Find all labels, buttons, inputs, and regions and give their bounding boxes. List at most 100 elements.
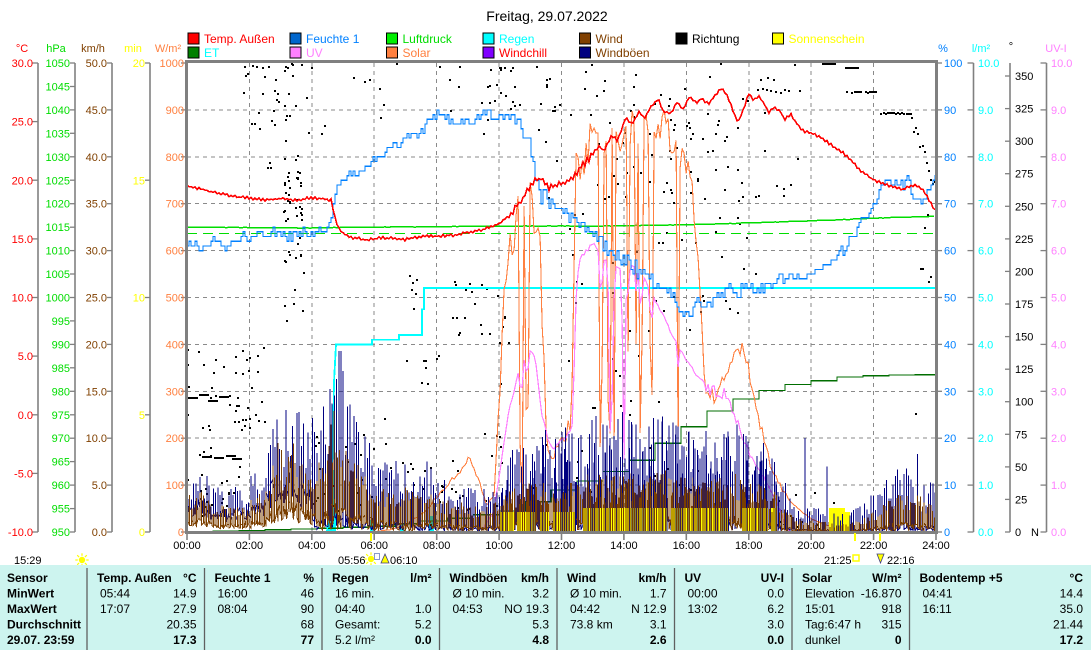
svg-text:17.2: 17.2 — [1060, 633, 1084, 647]
svg-text:6.0: 6.0 — [1051, 246, 1066, 258]
svg-text:35.0: 35.0 — [86, 199, 107, 211]
svg-text:1025: 1025 — [46, 175, 70, 187]
svg-text:955: 955 — [52, 504, 70, 516]
svg-text:Solar: Solar — [403, 46, 431, 60]
svg-text:02:00: 02:00 — [236, 540, 264, 552]
svg-text:918: 918 — [881, 602, 901, 616]
svg-text:0.0: 0.0 — [18, 410, 33, 422]
svg-text:5.0: 5.0 — [1051, 293, 1066, 305]
svg-text:0.0: 0.0 — [1051, 527, 1066, 539]
svg-text:04:40: 04:40 — [335, 602, 365, 616]
svg-text:Regen: Regen — [332, 571, 369, 585]
svg-text:00:00: 00:00 — [173, 540, 201, 552]
svg-text:06:00: 06:00 — [360, 540, 388, 552]
svg-text:Gesamt:: Gesamt: — [335, 618, 380, 632]
svg-text:1.0: 1.0 — [1051, 480, 1066, 492]
svg-text:Luftdruck: Luftdruck — [403, 32, 453, 46]
svg-text:9.0: 9.0 — [1051, 105, 1066, 117]
svg-text:90: 90 — [301, 602, 315, 616]
svg-text:0: 0 — [1015, 527, 1021, 539]
svg-text:UV-I: UV-I — [1045, 43, 1066, 55]
svg-text:25.0: 25.0 — [12, 117, 33, 129]
svg-text:05:44: 05:44 — [100, 587, 130, 601]
svg-text:200: 200 — [1015, 266, 1033, 278]
svg-text:hPa: hPa — [46, 43, 66, 55]
svg-text:10.0: 10.0 — [86, 433, 107, 445]
svg-text:0.0: 0.0 — [767, 633, 784, 647]
svg-text:3.0: 3.0 — [767, 618, 784, 632]
svg-text:3.2: 3.2 — [532, 587, 549, 601]
svg-text:°C: °C — [183, 571, 197, 585]
svg-text:30.0: 30.0 — [86, 246, 107, 258]
svg-text:980: 980 — [52, 386, 70, 398]
svg-text:UV-I: UV-I — [761, 571, 784, 585]
svg-text:21:25: 21:25 — [824, 555, 852, 567]
svg-text:73.8 km: 73.8 km — [570, 618, 613, 632]
svg-text:16:00: 16:00 — [218, 587, 248, 601]
svg-text:24:00: 24:00 — [922, 540, 950, 552]
svg-text:Temp. Außen: Temp. Außen — [97, 571, 172, 585]
svg-text:46: 46 — [301, 587, 315, 601]
svg-text:5.3: 5.3 — [532, 618, 549, 632]
svg-text:5.2 l/m²: 5.2 l/m² — [335, 633, 375, 647]
svg-text:20:00: 20:00 — [797, 540, 825, 552]
svg-text:6.0: 6.0 — [978, 246, 993, 258]
svg-text:900: 900 — [166, 105, 184, 117]
svg-text:7.0: 7.0 — [978, 199, 993, 211]
svg-text:22:16: 22:16 — [887, 555, 915, 567]
svg-text:05:56: 05:56 — [338, 555, 366, 567]
svg-text:Wind: Wind — [567, 571, 596, 585]
svg-text:Solar: Solar — [802, 571, 832, 585]
svg-text:10: 10 — [133, 293, 145, 305]
svg-text:l/m²: l/m² — [972, 43, 991, 55]
svg-text:22:00: 22:00 — [860, 540, 888, 552]
svg-text:150: 150 — [1015, 332, 1033, 344]
svg-text:18:00: 18:00 — [735, 540, 763, 552]
svg-text:0: 0 — [895, 633, 902, 647]
svg-text:315: 315 — [881, 618, 901, 632]
svg-text:30.0: 30.0 — [12, 58, 33, 70]
svg-text:27.9: 27.9 — [173, 602, 197, 616]
svg-text:-5.0: -5.0 — [14, 468, 33, 480]
svg-text:3.0: 3.0 — [978, 386, 993, 398]
svg-text:500: 500 — [166, 293, 184, 305]
svg-text:4.0: 4.0 — [978, 339, 993, 351]
svg-text:1.0: 1.0 — [415, 602, 432, 616]
svg-text:5.0: 5.0 — [92, 480, 107, 492]
svg-text:15:29: 15:29 — [14, 555, 42, 567]
svg-text:275: 275 — [1015, 169, 1033, 181]
svg-text:1000: 1000 — [160, 58, 184, 70]
svg-text:3.0: 3.0 — [1051, 386, 1066, 398]
svg-text:5.2: 5.2 — [415, 618, 432, 632]
svg-text:1020: 1020 — [46, 199, 70, 211]
svg-text:0.0: 0.0 — [767, 587, 784, 601]
svg-text:MaxWert: MaxWert — [7, 602, 57, 616]
svg-text:1.0: 1.0 — [978, 480, 993, 492]
svg-text:1040: 1040 — [46, 105, 70, 117]
svg-text:400: 400 — [166, 339, 184, 351]
svg-text:10.0: 10.0 — [1051, 58, 1072, 70]
svg-text:N 12.9: N 12.9 — [631, 602, 667, 616]
svg-text:1015: 1015 — [46, 222, 70, 234]
svg-text:970: 970 — [52, 433, 70, 445]
svg-text:Feuchte 1: Feuchte 1 — [215, 571, 271, 585]
svg-text:MinWert: MinWert — [7, 587, 54, 601]
svg-text:km/h: km/h — [521, 571, 549, 585]
svg-text:600: 600 — [166, 246, 184, 258]
svg-text:800: 800 — [166, 152, 184, 164]
svg-text:Tag:6:47 h: Tag:6:47 h — [805, 618, 861, 632]
svg-text:Richtung: Richtung — [692, 32, 739, 46]
svg-text:8.0: 8.0 — [978, 152, 993, 164]
svg-text:300: 300 — [166, 386, 184, 398]
svg-text:Sensor: Sensor — [7, 571, 48, 585]
svg-text:7.0: 7.0 — [1051, 199, 1066, 211]
svg-text:30: 30 — [944, 386, 956, 398]
svg-text:04:00: 04:00 — [298, 540, 326, 552]
svg-text:960: 960 — [52, 480, 70, 492]
svg-text:700: 700 — [166, 199, 184, 211]
svg-text:0: 0 — [178, 527, 184, 539]
svg-text:1000: 1000 — [46, 293, 70, 305]
svg-text:3.1: 3.1 — [650, 618, 667, 632]
svg-text:50.0: 50.0 — [86, 58, 107, 70]
svg-text:10: 10 — [944, 480, 956, 492]
